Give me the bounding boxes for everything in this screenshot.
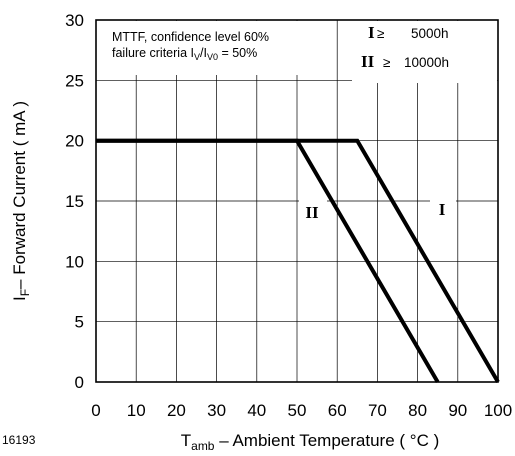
legend-value-I: 5000h: [411, 26, 449, 41]
annotation-line-1: MTTF, confidence level 60%: [112, 30, 269, 44]
annotation-line-2: failure criteria IV/IV0 = 50%: [112, 46, 257, 62]
y-tick-label: 0: [75, 373, 84, 392]
y-tick-label: 30: [65, 11, 84, 30]
plot-frame: [95, 19, 499, 383]
series-line-II: [96, 138, 440, 384]
y-axis-ticks: 0 5 10 15 20 25 30: [65, 11, 84, 392]
series-lines: [96, 138, 500, 384]
curve-label-I-bg: [430, 198, 456, 224]
legend-relation-I: ≥: [377, 26, 384, 41]
x-tick-label: 0: [91, 401, 100, 420]
x-axis-title: Tamb – Ambient Temperature ( °C ): [181, 431, 439, 453]
legend-relation-II: ≥: [383, 55, 390, 70]
y-tick-label: 10: [65, 252, 84, 271]
x-tick-label: 70: [368, 401, 387, 420]
x-tick-label: 60: [328, 401, 347, 420]
y-axis-title: IF– Forward Current ( mA ): [10, 101, 32, 301]
y-tick-label: 5: [75, 313, 84, 332]
legend-value-II: 10000h: [404, 55, 449, 70]
x-tick-label: 20: [167, 401, 186, 420]
y-tick-label: 15: [65, 192, 84, 211]
y-tick-label: 25: [65, 71, 84, 90]
annotation-box: [97, 21, 327, 75]
curve-label-II: II: [305, 203, 319, 222]
curve-label-II-bg: [299, 198, 327, 224]
y-tick-label: 20: [65, 132, 84, 151]
curve-label-I: I: [439, 200, 446, 219]
x-tick-label: 100: [484, 401, 512, 420]
x-axis-ticks: 0 10 20 30 40 50 60 70 80 90 100: [91, 401, 512, 420]
legend-box: [352, 21, 497, 83]
x-tick-label: 30: [207, 401, 226, 420]
x-tick-label: 80: [408, 401, 427, 420]
legend-symbol-II: II: [361, 52, 375, 71]
figure-id: 16193: [2, 433, 36, 447]
x-tick-label: 50: [288, 401, 307, 420]
x-tick-label: 90: [448, 401, 467, 420]
legend-symbol-I: I: [368, 23, 375, 42]
x-tick-label: 40: [247, 401, 266, 420]
x-tick-label: 10: [127, 401, 146, 420]
